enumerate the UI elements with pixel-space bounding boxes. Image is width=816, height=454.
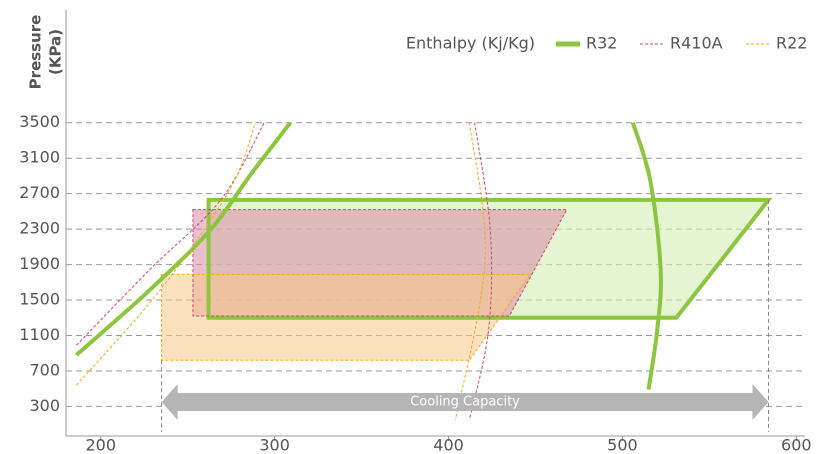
x-tick-label: 200 [86, 436, 117, 454]
y-tick-label: 300 [29, 396, 60, 415]
y-tick-label: 2300 [19, 219, 60, 238]
x-tick-label: 400 [433, 436, 464, 454]
saturation-curve [75, 121, 292, 357]
legend-label: R22 [776, 34, 807, 53]
saturation-curve [76, 122, 265, 346]
region-outline [161, 273, 532, 361]
saturation-curve [468, 122, 493, 420]
y-tick-label: 700 [29, 360, 60, 379]
saturation-curve [76, 122, 256, 386]
y-tick-label: 2700 [19, 183, 60, 202]
legend-label: R410A [670, 34, 723, 53]
y-tick-label: 3100 [19, 148, 60, 167]
x-tick-label: 600 [781, 436, 812, 454]
y-tick-label: 3500 [19, 112, 60, 131]
y-axis-label: (KPa) [47, 29, 65, 75]
x-axis-label: Enthalpy (Kj/Kg) [406, 34, 535, 53]
x-tick-label: 500 [607, 436, 638, 454]
annotation: Cooling Capacity [410, 395, 520, 410]
y-tick-label: 1900 [19, 254, 60, 273]
saturation-curve [630, 122, 663, 390]
region-outline [206, 197, 773, 320]
y-tick-label: 1500 [19, 290, 60, 309]
capacity-arrow [161, 384, 769, 420]
x-tick-label: 300 [259, 436, 290, 454]
y-axis-label: Pressure [27, 15, 45, 90]
legend-label: R32 [586, 34, 617, 53]
y-tick-label: 1100 [19, 325, 60, 344]
region-outline [192, 209, 568, 317]
